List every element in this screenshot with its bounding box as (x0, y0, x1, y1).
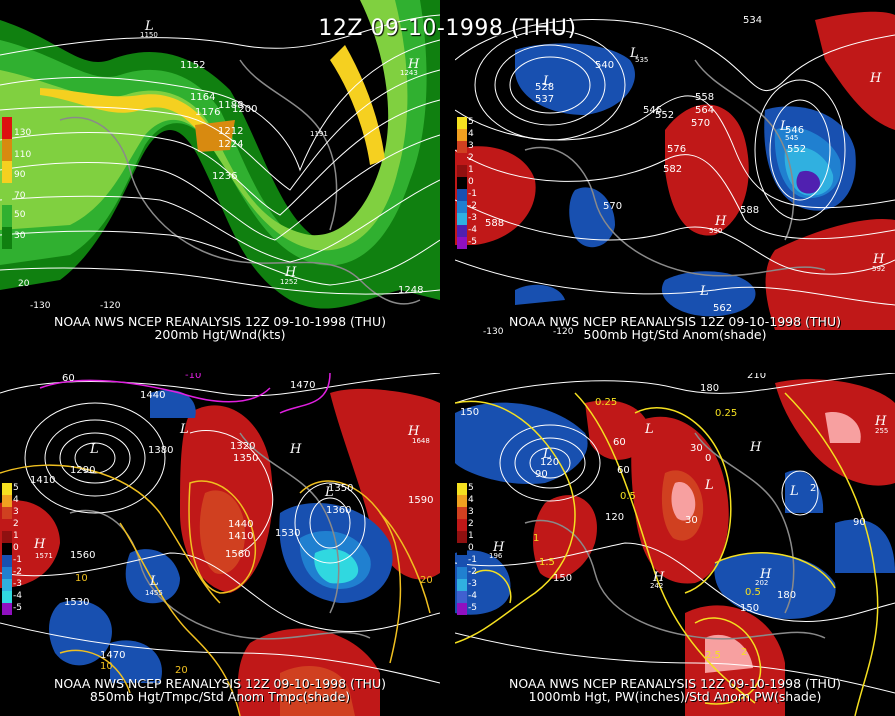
map-200mb (0, 0, 440, 309)
legend-label: 3 (468, 507, 474, 517)
legend-label: 5 (13, 483, 19, 493)
map-1000mb (455, 373, 895, 716)
legend-label: 50 (14, 210, 26, 220)
legend-label: -3 (468, 579, 477, 589)
legend-850mb (2, 483, 12, 615)
legend-label: 2 (13, 519, 19, 529)
legend-label: 1 (468, 531, 474, 541)
legend-label: -2 (468, 201, 477, 211)
legend-500mb (457, 117, 467, 249)
legend-label: -2 (13, 567, 22, 577)
panel-1000mb: 5 4 3 2 1 0 -1 -2 -3 -4 -5 150 120 90 60… (455, 373, 895, 716)
legend-1000mb (457, 483, 467, 615)
legend-label: 4 (13, 495, 19, 505)
legend-label: 1 (468, 165, 474, 175)
panel-title-line1: NOAA NWS NCEP REANALYSIS 12Z 09-10-1998 … (508, 676, 841, 691)
legend-label: -1 (468, 189, 477, 199)
legend-label: -4 (468, 225, 477, 235)
legend-label: 4 (468, 129, 474, 139)
legend-label: 90 (14, 170, 26, 180)
panel-title-line1: NOAA NWS NCEP REANALYSIS 12Z 09-10-1998 … (53, 314, 386, 329)
legend-label: 110 (14, 150, 32, 160)
panel-title-line1: NOAA NWS NCEP REANALYSIS 12Z 09-10-1998 … (508, 314, 841, 329)
panel-200mb: 130 110 90 70 50 30 1152 1164 1176 1188 … (0, 0, 440, 343)
legend-label: 3 (468, 141, 474, 151)
legend-label: -4 (13, 591, 22, 601)
panel-500mb: 5 4 3 2 1 0 -1 -2 -3 -4 -5 534 540 546 5… (455, 0, 895, 343)
legend-label: 0 (468, 177, 474, 187)
legend-label: -1 (468, 555, 477, 565)
legend-label: 3 (13, 507, 19, 517)
main-title: 12Z 09-10-1998 (THU) (318, 16, 577, 41)
map-850mb (0, 373, 440, 716)
legend-label: 0 (468, 543, 474, 553)
legend-label: -5 (468, 237, 477, 247)
legend-label: 5 (468, 117, 474, 127)
legend-label: 5 (468, 483, 474, 493)
legend-label: -1 (13, 555, 22, 565)
legend-label: -3 (468, 213, 477, 223)
panel-title-line1: NOAA NWS NCEP REANALYSIS 12Z 09-10-1998 … (53, 676, 386, 691)
legend-label: 1 (13, 531, 19, 541)
map-500mb (455, 11, 895, 330)
panel-title-line2: 850mb Hgt/Tmpc/Std Anom Tmpc(shade) (89, 689, 351, 704)
panel-title-line2: 200mb Hgt/Wnd(kts) (154, 327, 286, 342)
legend-200mb (2, 117, 12, 249)
legend-label: 0 (13, 543, 19, 553)
legend-label: 4 (468, 495, 474, 505)
legend-label: 2 (468, 153, 474, 163)
panel-850mb: 5 4 3 2 1 0 -1 -2 -3 -4 -5 1440 1410 138… (0, 373, 440, 716)
legend-label: 2 (468, 519, 474, 529)
panel-title-line2: 500mb Hgt/Std Anom(shade) (583, 327, 767, 342)
panel-title-line2: 1000mb Hgt, PW(inches)/Std Anom PW(shade… (528, 689, 822, 704)
legend-label: 130 (14, 128, 32, 138)
legend-label: -4 (468, 591, 477, 601)
legend-label: -5 (468, 603, 477, 613)
legend-label: -5 (13, 603, 22, 613)
legend-label: 30 (14, 231, 26, 241)
legend-label: 70 (14, 191, 26, 201)
legend-label: -2 (468, 567, 477, 577)
legend-label: -3 (13, 579, 22, 589)
